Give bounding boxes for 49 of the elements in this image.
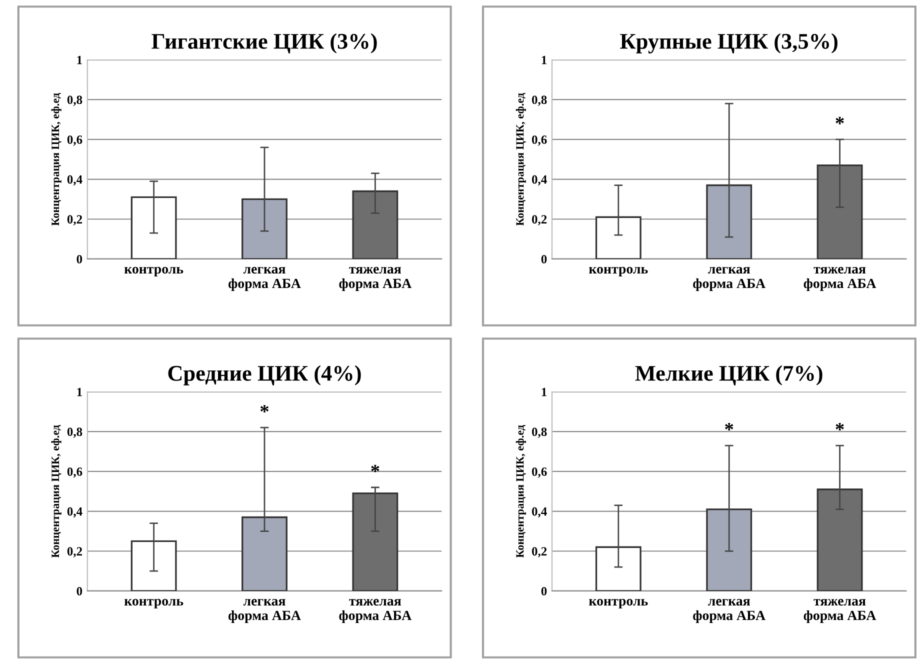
y-tick-label: 0,2 <box>532 215 547 226</box>
y-tick-label: 0,8 <box>67 96 82 106</box>
x-tick-label: легкая форма АБА <box>693 598 766 623</box>
y-tick-label: 1 <box>542 388 546 396</box>
annotation: * <box>725 423 734 430</box>
y-tick-label: 0,6 <box>67 135 82 146</box>
y-tick-label: 0,2 <box>67 547 82 558</box>
x-tick-label: легкая форма АБА <box>693 266 766 291</box>
x-tick-label: тяжелая форма АБА <box>339 598 412 623</box>
y-axis-title: Концентрация ЦИК, еф.ед <box>516 93 526 226</box>
x-tick-label: контроль <box>589 266 648 276</box>
y-tick-label: 0,4 <box>67 507 82 518</box>
x-tick-label: тяжелая форма АБА <box>804 266 876 291</box>
y-axis-title: Концентрация ЦИК, еф.ед <box>51 93 62 226</box>
x-tick-label: контроль <box>589 598 648 608</box>
chart-title: Мелкие ЦИК (7%) <box>635 365 822 386</box>
x-tick-label: контроль <box>124 598 184 608</box>
y-tick-label: 0 <box>541 254 547 264</box>
chart-title: Гигантские ЦИК (3%) <box>152 33 377 54</box>
chart-title: Средние ЦИК (4%) <box>168 365 361 386</box>
y-tick-label: 0,8 <box>532 428 547 438</box>
y-axis-title: Концентрация ЦИК, еф.ед <box>516 425 526 558</box>
y-axis-title: Концентрация ЦИК, еф.ед <box>51 425 62 558</box>
y-tick-label: 1 <box>542 56 546 64</box>
x-tick-label: тяжелая форма АБА <box>339 266 412 291</box>
y-tick-label: 1 <box>77 388 82 396</box>
y-tick-label: 0 <box>541 586 547 596</box>
y-tick-label: 0 <box>76 586 82 596</box>
annotation: * <box>371 464 380 472</box>
chart-title: Крупные ЦИК (3,5%) <box>620 33 838 54</box>
x-tick-label: легкая форма АБА <box>228 598 301 623</box>
y-tick-label: 0,6 <box>532 467 547 478</box>
y-tick-label: 0,8 <box>67 428 82 438</box>
annotation: * <box>836 423 844 430</box>
y-tick-label: 0,6 <box>532 135 547 146</box>
y-tick-label: 0,8 <box>532 96 547 106</box>
annotation: * <box>836 116 844 124</box>
y-tick-label: 0,4 <box>532 507 547 518</box>
annotation: * <box>260 405 269 412</box>
y-tick-label: 0,6 <box>67 467 82 478</box>
y-tick-label: 0 <box>76 254 82 264</box>
x-tick-label: контроль <box>124 266 184 276</box>
y-tick-label: 0,2 <box>67 215 82 226</box>
y-tick-label: 1 <box>77 56 82 64</box>
y-tick-label: 0,2 <box>532 547 547 558</box>
y-tick-label: 0,4 <box>532 175 547 186</box>
y-tick-label: 0,4 <box>67 175 82 186</box>
x-tick-label: тяжелая форма АБА <box>804 598 876 623</box>
x-tick-label: легкая форма АБА <box>228 266 301 291</box>
